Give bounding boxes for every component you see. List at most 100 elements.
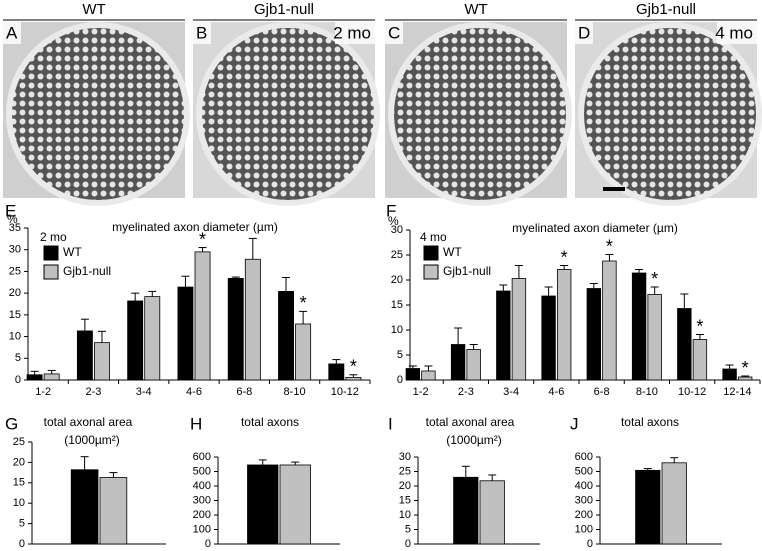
nerve-fascicle: [584, 28, 756, 200]
y-axis-label: %: [7, 212, 18, 226]
y-tick-label: 5: [405, 523, 411, 535]
y-tick-label: 20: [399, 480, 411, 492]
scale-bar: [603, 187, 625, 191]
y-tick-label: 500: [575, 465, 593, 477]
bar: [677, 308, 692, 381]
y-tick-label: 25: [13, 436, 25, 448]
y-tick-label: 15: [13, 477, 25, 489]
bar: [244, 258, 261, 381]
y-tick-label: 300: [193, 494, 211, 506]
legend-label: Gjb1-null: [63, 264, 111, 278]
y-tick-label: 20: [391, 274, 403, 286]
x-tick-label: 4-6: [186, 386, 202, 398]
bar: [278, 291, 294, 381]
significance-marker: *: [696, 316, 703, 336]
bar: [453, 476, 479, 545]
panel-label: J: [570, 414, 579, 433]
y-tick-label: 15: [399, 494, 411, 506]
y-tick-label: 0: [205, 538, 211, 550]
x-tick-label: 6-8: [236, 386, 252, 398]
panel-label: H: [190, 414, 202, 433]
panel-label: D: [578, 23, 590, 42]
x-tick-label: 2-3: [85, 386, 101, 398]
y-tick-label: 100: [193, 523, 211, 535]
y-tick-label: 5: [397, 349, 403, 361]
bar: [328, 363, 345, 381]
y-tick-label: 0: [397, 374, 403, 386]
bar: [602, 260, 617, 381]
bar: [405, 368, 421, 381]
bar: [295, 323, 312, 381]
y-tick-label: 100: [575, 523, 593, 535]
bar: [631, 272, 647, 381]
panel-header: WT: [464, 1, 487, 18]
significance-marker: *: [742, 358, 749, 378]
bar: [194, 251, 211, 381]
y-tick-label: 20: [13, 456, 25, 468]
y-tick-label: 5: [19, 518, 25, 530]
bar: [722, 368, 737, 381]
chart-subtitle: (1000µm²): [64, 433, 120, 447]
y-tick-label: 10: [399, 509, 411, 521]
bar: [586, 288, 602, 381]
x-tick-label: 8-10: [636, 386, 658, 398]
x-tick-label: 12-14: [723, 386, 751, 398]
y-tick-label: 30: [391, 224, 403, 236]
bar: [692, 339, 708, 381]
label-box: [717, 22, 757, 44]
bar: [511, 278, 527, 381]
y-tick-label: 10: [9, 330, 21, 342]
bar: [479, 480, 505, 545]
significance-marker: *: [561, 247, 568, 267]
legend-label: WT: [63, 245, 82, 259]
panel-annotation: 4 mo: [715, 23, 753, 42]
y-tick-label: 35: [9, 222, 21, 234]
panel-header: Gjb1-null: [254, 1, 314, 18]
legend-swatch: [43, 245, 59, 261]
x-tick-label: 1-2: [35, 386, 51, 398]
y-tick-label: 0: [587, 538, 593, 550]
chart-annotation: 2 mo: [40, 230, 67, 244]
panel-annotation: 2 mo: [333, 23, 371, 42]
significance-marker: *: [199, 229, 206, 249]
panel-label: C: [388, 23, 400, 42]
label-box: [193, 22, 211, 44]
x-tick-label: 6-8: [594, 386, 610, 398]
bar: [76, 330, 93, 381]
legend-label: WT: [443, 245, 462, 259]
bar: [43, 373, 60, 381]
y-tick-label: 20: [9, 287, 21, 299]
y-tick-label: 30: [9, 244, 21, 256]
y-tick-label: 500: [193, 465, 211, 477]
legend-swatch: [423, 245, 439, 261]
panel-label: F: [386, 201, 396, 220]
chart-title: total axons: [621, 415, 679, 429]
panel-label: A: [6, 23, 18, 42]
panel-label: G: [5, 414, 18, 433]
chart-title: myelinated axon diameter (µm): [512, 221, 678, 235]
y-tick-label: 30: [399, 451, 411, 463]
y-tick-label: 400: [193, 480, 211, 492]
legend-swatch: [43, 264, 59, 280]
y-tick-label: 25: [391, 249, 403, 261]
y-tick-label: 10: [13, 497, 25, 509]
nerve-fascicle: [12, 28, 184, 200]
y-tick-label: 0: [405, 538, 411, 550]
bar: [661, 462, 687, 545]
x-tick-label: 2-3: [458, 386, 474, 398]
significance-marker: *: [606, 236, 613, 256]
y-tick-label: 600: [193, 451, 211, 463]
y-tick-label: 25: [9, 265, 21, 277]
chart-title: total axons: [241, 415, 299, 429]
bar: [421, 370, 436, 381]
y-tick-label: 15: [9, 309, 21, 321]
label-box: [335, 22, 375, 44]
bar: [647, 294, 662, 381]
bar: [26, 374, 43, 381]
y-tick-label: 5: [15, 352, 21, 364]
y-tick-label: 400: [575, 480, 593, 492]
significance-marker: *: [350, 357, 357, 377]
y-tick-label: 600: [575, 451, 593, 463]
bar: [345, 376, 362, 381]
